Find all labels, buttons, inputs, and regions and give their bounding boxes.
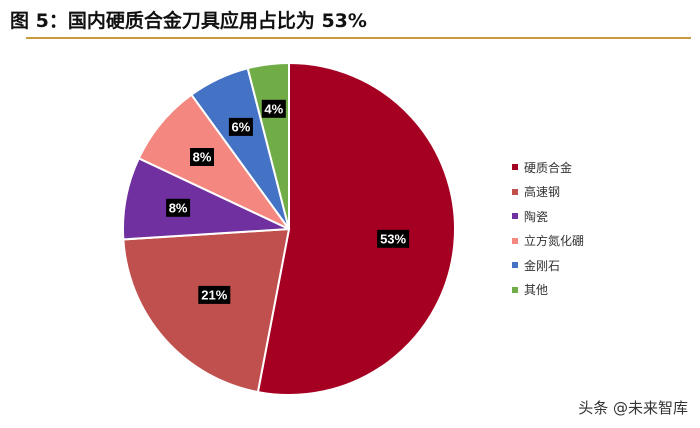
pie-slice <box>122 227 291 394</box>
value-label: 4% <box>264 101 283 116</box>
value-label: 6% <box>232 119 251 134</box>
value-label: 21% <box>201 287 227 302</box>
legend-label: 硬质合金 <box>524 160 573 175</box>
legend-label: 立方氮化硼 <box>524 234 585 249</box>
legend-item: 陶瓷 <box>512 204 584 229</box>
pie-slices <box>122 61 456 396</box>
title-rule <box>26 37 691 39</box>
value-label-box <box>228 117 253 136</box>
legend-item: 金刚石 <box>512 253 584 278</box>
legend-swatch <box>512 188 518 195</box>
legend-item: 立方氮化硼 <box>512 229 584 254</box>
value-label: 53% <box>380 231 406 246</box>
value-label-box <box>190 148 214 166</box>
legend-swatch <box>512 286 518 293</box>
legend-item: 高速钢 <box>512 180 584 205</box>
legend-label: 陶瓷 <box>524 209 549 224</box>
legend-item: 其他 <box>512 278 584 303</box>
value-label-box <box>166 198 191 217</box>
watermark: 头条 @未来智库 <box>578 399 688 417</box>
value-label: 8% <box>169 200 188 215</box>
value-label-box <box>198 285 231 304</box>
legend-swatch <box>512 237 518 244</box>
legend-swatch <box>512 164 518 171</box>
pie-slice <box>256 61 456 396</box>
chart-legend: 硬质合金高速钢陶瓷立方氮化硼金刚石其他 <box>512 155 584 302</box>
legend-swatch <box>512 262 518 269</box>
legend-label: 金刚石 <box>524 258 561 273</box>
legend-swatch <box>512 213 518 220</box>
value-label: 8% <box>193 150 212 165</box>
legend-label: 其他 <box>524 283 549 298</box>
pie-value-labels: 53% 21% 8% 8% 6% 4% <box>166 99 410 304</box>
value-label-box <box>261 99 286 118</box>
legend-label: 高速钢 <box>524 185 561 200</box>
figure-title: 图 5：国内硬质合金刀具应用占比为 53% <box>10 10 367 32</box>
legend-item: 硬质合金 <box>512 155 584 180</box>
value-label-box <box>377 229 410 248</box>
